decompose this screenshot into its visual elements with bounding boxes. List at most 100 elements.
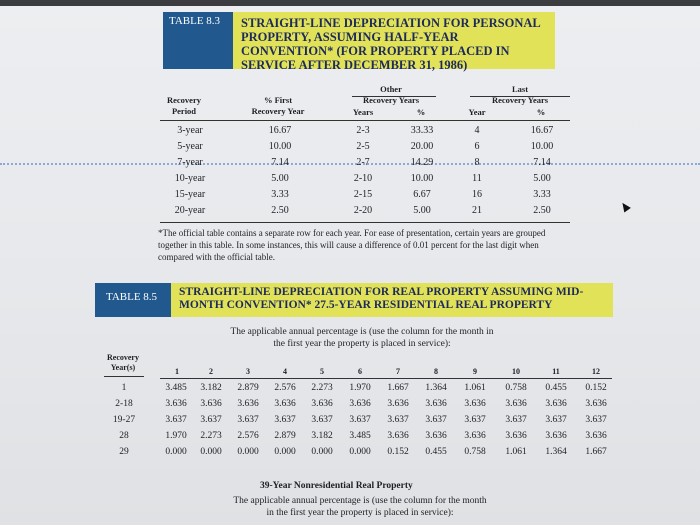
cell-value: 3.637 — [505, 415, 527, 425]
row-label: 19-27 — [112, 415, 136, 425]
cell-last-year: 21 — [472, 205, 482, 216]
cell-last-pct: 7.14 — [533, 157, 551, 168]
cell-value: 3.637 — [545, 415, 567, 425]
header-recovery-years: Recovery Year(s) — [107, 353, 139, 372]
cell-value: 3.182 — [311, 431, 333, 441]
cell-value: 3.636 — [505, 431, 527, 441]
cell-value: 0.000 — [237, 447, 259, 457]
cell-value: 3.636 — [585, 431, 607, 441]
table-8-3-footnote: *The official table contains a separate … — [158, 228, 546, 262]
cell-value: 0.000 — [165, 447, 187, 457]
month-header: 10 — [512, 367, 520, 376]
cell-first: 3.33 — [271, 189, 289, 200]
cell-first: 7.14 — [271, 157, 289, 168]
cell-value: 2.879 — [274, 431, 296, 441]
cell-value: 1.364 — [425, 383, 447, 393]
cell-value: 3.637 — [585, 415, 607, 425]
cell-period: 20-year — [174, 205, 206, 216]
month-header: 12 — [592, 367, 600, 376]
row-label: 28 — [119, 431, 129, 441]
cell-value: 3.485 — [165, 383, 187, 393]
cell-value: 1.667 — [585, 447, 607, 457]
cell-other-pct: 10.00 — [410, 173, 434, 184]
cell-value: 3.637 — [237, 415, 259, 425]
table-8-5-intro: The applicable annual percentage is (use… — [230, 327, 494, 349]
cell-other-years: 2-20 — [353, 205, 373, 216]
cell-value: 1.061 — [505, 447, 527, 457]
header-rule-last — [470, 96, 570, 97]
table-8-3-label: TABLE 8.3 — [163, 12, 233, 69]
cell-value: 0.455 — [545, 383, 567, 393]
cell-value: 2.576 — [274, 383, 296, 393]
cell-value: 2.576 — [237, 431, 259, 441]
row-label: 29 — [119, 447, 129, 457]
cell-value: 3.636 — [464, 399, 486, 409]
nonresidential-intro: The applicable annual percentage is (use… — [233, 496, 487, 518]
nonresidential-heading: 39-Year Nonresidential Real Property — [260, 481, 413, 491]
cell-other-years: 2-10 — [353, 173, 373, 184]
cell-value: 3.637 — [165, 415, 187, 425]
month-header: 11 — [552, 367, 560, 376]
cell-value: 0.000 — [200, 447, 222, 457]
cell-value: 3.637 — [464, 415, 486, 425]
cell-first: 5.00 — [271, 173, 289, 184]
cell-last-year: 4 — [474, 125, 480, 136]
cell-period: 10-year — [174, 173, 206, 184]
table-8-3-bottom-rule — [160, 222, 570, 223]
cell-value: 3.182 — [200, 383, 222, 393]
dotted-highlight-line — [0, 163, 700, 165]
header-last-year: Year — [468, 107, 486, 117]
cell-last-pct: 5.00 — [533, 173, 551, 184]
cell-value: 1.970 — [165, 431, 187, 441]
cell-value: 3.636 — [349, 399, 371, 409]
cell-value: 3.636 — [545, 431, 567, 441]
cell-last-pct: 2.50 — [533, 205, 551, 216]
cell-value: 0.758 — [464, 447, 486, 457]
cell-value: 2.273 — [200, 431, 222, 441]
cell-value: 3.637 — [425, 415, 447, 425]
cell-last-year: 8 — [474, 157, 480, 168]
month-header: 8 — [434, 367, 438, 376]
cell-period: 5-year — [177, 141, 203, 152]
cell-value: 0.000 — [349, 447, 371, 457]
header-recovery-rule — [104, 376, 144, 377]
month-header: 4 — [283, 367, 287, 376]
cell-value: 2.879 — [237, 383, 259, 393]
cell-last-pct: 3.33 — [533, 189, 551, 200]
cell-value: 3.636 — [425, 399, 447, 409]
cell-value: 3.485 — [349, 431, 371, 441]
header-other-years: Years — [352, 107, 374, 117]
month-header: 2 — [209, 367, 213, 376]
cell-value: 0.758 — [505, 383, 527, 393]
cell-value: 3.636 — [585, 399, 607, 409]
header-other-pct: % — [416, 107, 426, 117]
cell-first: 16.67 — [268, 125, 292, 136]
cell-value: 3.636 — [237, 399, 259, 409]
cell-value: 3.637 — [311, 415, 333, 425]
header-other-recovery-years: Other Recovery Years — [362, 84, 420, 105]
cell-last-year: 16 — [472, 189, 482, 200]
month-header: 7 — [396, 367, 400, 376]
cell-value: 1.970 — [349, 383, 371, 393]
cell-value: 3.636 — [464, 431, 486, 441]
cell-other-pct: 14.29 — [410, 157, 434, 168]
cell-period: 15-year — [174, 189, 206, 200]
cell-value: 0.152 — [387, 447, 409, 457]
row-label: 2-18 — [115, 399, 133, 409]
cell-value: 3.637 — [387, 415, 409, 425]
cell-other-years: 2-3 — [356, 125, 370, 136]
cell-other-years: 2-5 — [356, 141, 370, 152]
cell-value: 2.273 — [311, 383, 333, 393]
cell-value: 3.636 — [387, 431, 409, 441]
cell-other-years: 2-7 — [356, 157, 370, 168]
month-header: 5 — [320, 367, 324, 376]
month-header: 1 — [175, 367, 179, 376]
cell-first: 10.00 — [268, 141, 292, 152]
cell-other-years: 2-15 — [353, 189, 373, 200]
cell-value: 3.636 — [545, 399, 567, 409]
cell-first: 2.50 — [271, 205, 289, 216]
header-last-pct: % — [536, 107, 546, 117]
cell-period: 7-year — [177, 157, 203, 168]
cell-value: 3.637 — [274, 415, 296, 425]
cell-other-pct: 6.67 — [413, 189, 431, 200]
